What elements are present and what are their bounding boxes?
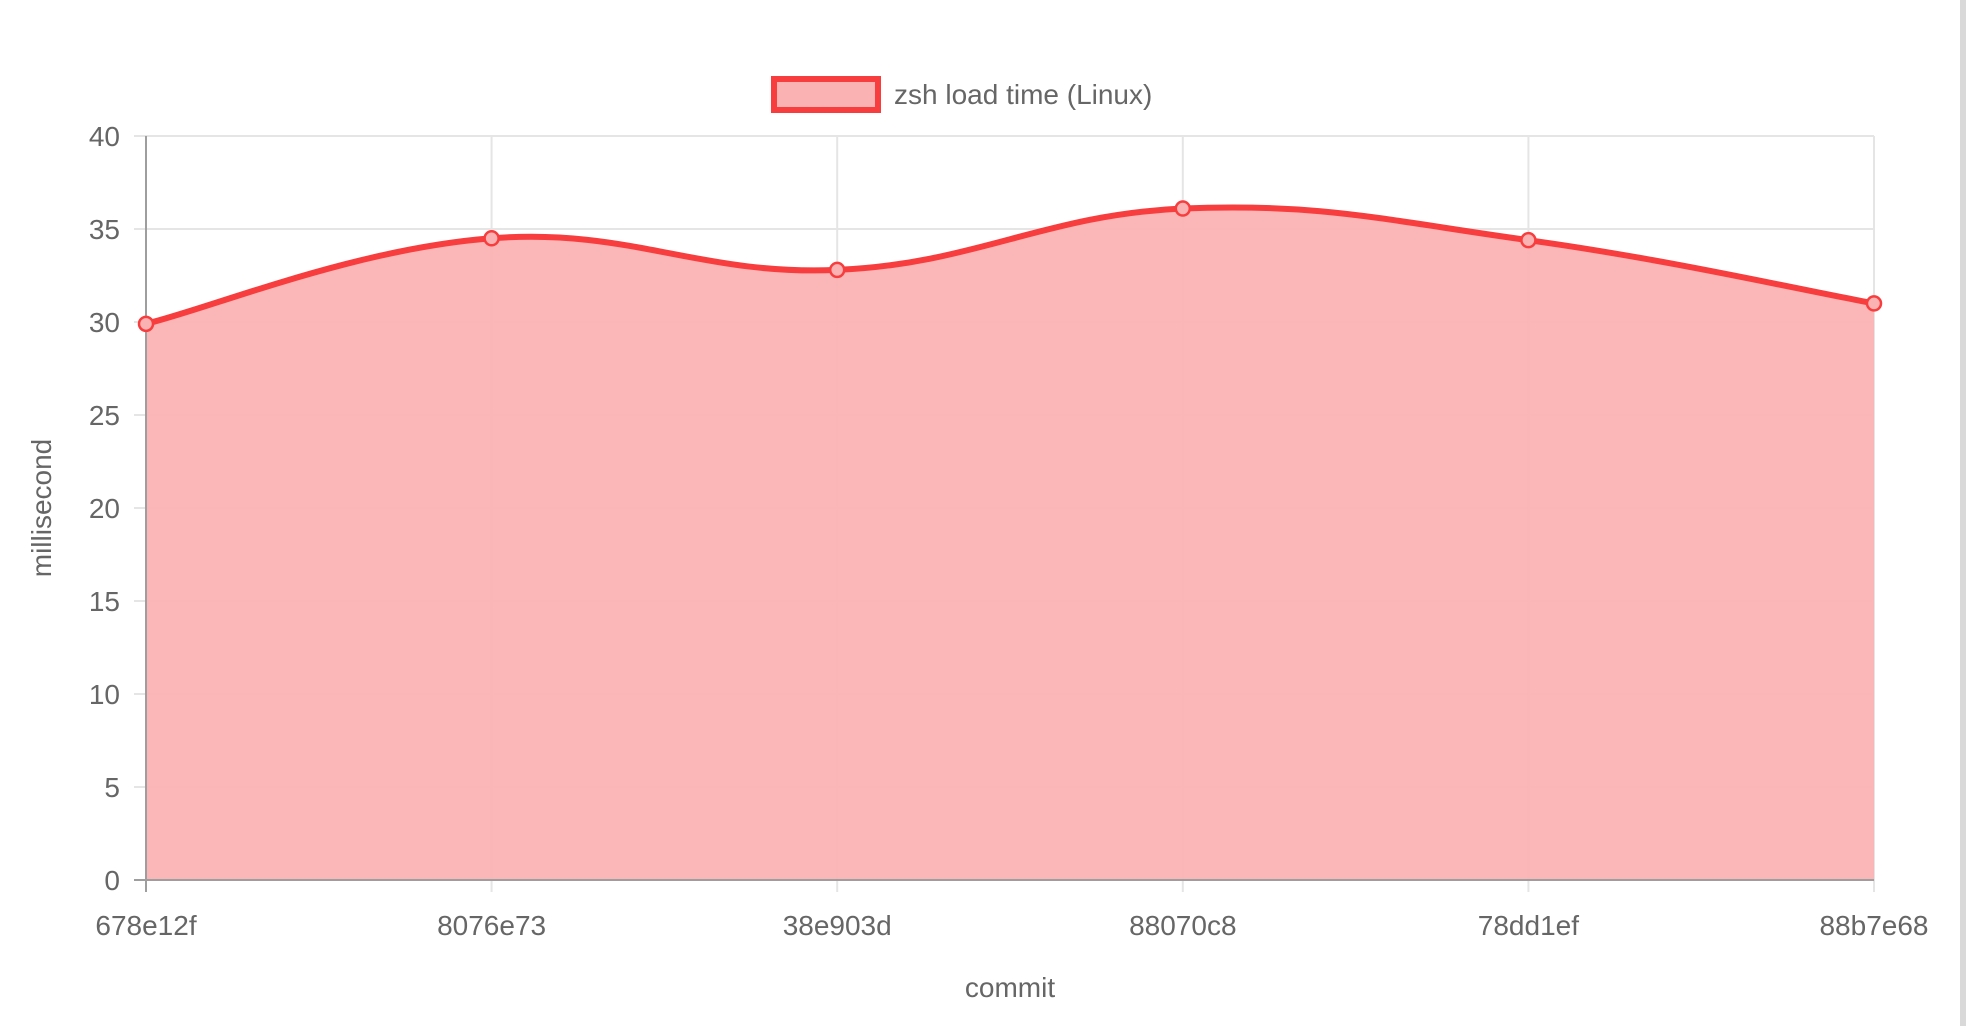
y-tick-label: 20 [89,493,120,524]
y-axis-title: millisecond [26,439,57,578]
legend[interactable]: zsh load time (Linux) [771,76,1152,113]
y-tick-label: 35 [89,214,120,245]
series-area [146,207,1874,881]
x-tick-labels: 678e12f 8076e73 38e903d 88070c8 78dd1ef 88b7e… [95,910,1928,941]
x-tick-label: 88070c8 [1129,910,1236,941]
x-tick-label: 78dd1ef [1478,910,1579,941]
y-tick-label: 5 [104,772,120,803]
y-tick-label: 0 [104,865,120,896]
y-tick-label: 25 [89,400,120,431]
x-axis-title: commit [965,972,1055,1003]
data-points [137,200,1883,333]
y-tick-label: 15 [89,586,120,617]
data-point [1520,231,1537,249]
page-edge-border [1960,0,1966,1026]
x-tick-label: 8076e73 [437,910,546,941]
y-tick-label: 40 [89,121,120,152]
series-line [145,204,1875,327]
axes [134,136,1874,892]
y-tick-label: 10 [89,679,120,710]
data-point [1865,295,1883,312]
x-tick-label: 88b7e68 [1819,910,1928,941]
x-tick-label: 38e903d [783,910,892,941]
data-point [137,315,155,333]
x-tick-label: 678e12f [95,910,196,941]
legend-label[interactable]: zsh load time (Linux) [894,79,1152,110]
y-tick-labels: 0 5 10 15 20 25 30 35 40 [89,121,120,896]
series-line-path [145,204,1875,327]
data-point [1174,200,1192,217]
y-tick-label: 30 [89,307,120,338]
data-point [483,230,500,247]
legend-swatch[interactable] [771,76,881,113]
series-area-fill [146,207,1874,881]
data-point [828,261,846,279]
